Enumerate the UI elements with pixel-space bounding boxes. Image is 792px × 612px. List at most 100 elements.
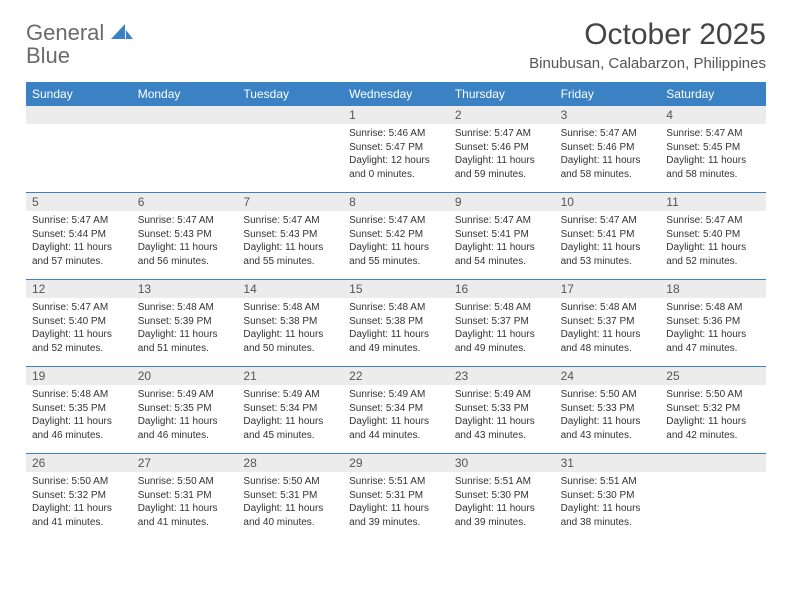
daylight-line: Daylight: 11 hours and 43 minutes.: [455, 415, 549, 442]
day-number: 30: [449, 454, 555, 472]
calendar-day: 31Sunrise: 5:51 AMSunset: 5:30 PMDayligh…: [555, 454, 661, 540]
weekday-header: Friday: [555, 82, 661, 106]
sunset-line: Sunset: 5:44 PM: [32, 228, 126, 242]
calendar-day: 30Sunrise: 5:51 AMSunset: 5:30 PMDayligh…: [449, 454, 555, 540]
day-number: 6: [132, 193, 238, 211]
sunset-line: Sunset: 5:32 PM: [32, 489, 126, 503]
sunset-line: Sunset: 5:40 PM: [666, 228, 760, 242]
calendar-day: 2Sunrise: 5:47 AMSunset: 5:46 PMDaylight…: [449, 106, 555, 192]
calendar-day: 1Sunrise: 5:46 AMSunset: 5:47 PMDaylight…: [343, 106, 449, 192]
calendar-body: 1Sunrise: 5:46 AMSunset: 5:47 PMDaylight…: [26, 106, 766, 540]
daylight-line: Daylight: 11 hours and 50 minutes.: [243, 328, 337, 355]
day-number: 9: [449, 193, 555, 211]
day-number: 28: [237, 454, 343, 472]
calendar-week: 12Sunrise: 5:47 AMSunset: 5:40 PMDayligh…: [26, 280, 766, 367]
calendar-day: 25Sunrise: 5:50 AMSunset: 5:32 PMDayligh…: [660, 367, 766, 453]
day-details: Sunrise: 5:47 AMSunset: 5:46 PMDaylight:…: [449, 124, 555, 185]
day-details: Sunrise: 5:47 AMSunset: 5:41 PMDaylight:…: [555, 211, 661, 272]
daylight-line: Daylight: 11 hours and 42 minutes.: [666, 415, 760, 442]
day-details: Sunrise: 5:50 AMSunset: 5:31 PMDaylight:…: [132, 472, 238, 533]
day-number: 19: [26, 367, 132, 385]
day-number: 1: [343, 106, 449, 124]
day-number: 5: [26, 193, 132, 211]
day-number: 21: [237, 367, 343, 385]
calendar-day: 8Sunrise: 5:47 AMSunset: 5:42 PMDaylight…: [343, 193, 449, 279]
day-details: Sunrise: 5:49 AMSunset: 5:35 PMDaylight:…: [132, 385, 238, 446]
logo-text-1: General: [26, 20, 104, 45]
sunset-line: Sunset: 5:35 PM: [138, 402, 232, 416]
day-number: [26, 106, 132, 124]
calendar-day: 26Sunrise: 5:50 AMSunset: 5:32 PMDayligh…: [26, 454, 132, 540]
sunset-line: Sunset: 5:42 PM: [349, 228, 443, 242]
daylight-line: Daylight: 11 hours and 43 minutes.: [561, 415, 655, 442]
daylight-line: Daylight: 11 hours and 48 minutes.: [561, 328, 655, 355]
day-number: 3: [555, 106, 661, 124]
header: General Blue October 2025 Binubusan, Cal…: [26, 18, 766, 72]
sunrise-line: Sunrise: 5:48 AM: [138, 301, 232, 315]
day-details: Sunrise: 5:50 AMSunset: 5:32 PMDaylight:…: [26, 472, 132, 533]
sunrise-line: Sunrise: 5:47 AM: [666, 214, 760, 228]
day-number: 24: [555, 367, 661, 385]
sunrise-line: Sunrise: 5:48 AM: [666, 301, 760, 315]
day-details: Sunrise: 5:47 AMSunset: 5:40 PMDaylight:…: [660, 211, 766, 272]
daylight-line: Daylight: 11 hours and 52 minutes.: [666, 241, 760, 268]
calendar-week: 19Sunrise: 5:48 AMSunset: 5:35 PMDayligh…: [26, 367, 766, 454]
calendar-day: [132, 106, 238, 192]
calendar: SundayMondayTuesdayWednesdayThursdayFrid…: [26, 82, 766, 540]
daylight-line: Daylight: 11 hours and 44 minutes.: [349, 415, 443, 442]
title-block: October 2025 Binubusan, Calabarzon, Phil…: [529, 18, 766, 72]
daylight-line: Daylight: 11 hours and 49 minutes.: [455, 328, 549, 355]
daylight-line: Daylight: 11 hours and 46 minutes.: [138, 415, 232, 442]
day-number: 7: [237, 193, 343, 211]
day-number: 22: [343, 367, 449, 385]
sunset-line: Sunset: 5:30 PM: [455, 489, 549, 503]
sunset-line: Sunset: 5:41 PM: [455, 228, 549, 242]
sunset-line: Sunset: 5:41 PM: [561, 228, 655, 242]
day-number: 27: [132, 454, 238, 472]
calendar-day: 13Sunrise: 5:48 AMSunset: 5:39 PMDayligh…: [132, 280, 238, 366]
daylight-line: Daylight: 11 hours and 47 minutes.: [666, 328, 760, 355]
sunset-line: Sunset: 5:46 PM: [455, 141, 549, 155]
sunrise-line: Sunrise: 5:49 AM: [138, 388, 232, 402]
sunrise-line: Sunrise: 5:47 AM: [32, 301, 126, 315]
day-number: 14: [237, 280, 343, 298]
day-details: Sunrise: 5:51 AMSunset: 5:30 PMDaylight:…: [555, 472, 661, 533]
sunset-line: Sunset: 5:37 PM: [561, 315, 655, 329]
day-details: Sunrise: 5:47 AMSunset: 5:43 PMDaylight:…: [237, 211, 343, 272]
calendar-day: 28Sunrise: 5:50 AMSunset: 5:31 PMDayligh…: [237, 454, 343, 540]
daylight-line: Daylight: 11 hours and 56 minutes.: [138, 241, 232, 268]
sunset-line: Sunset: 5:33 PM: [455, 402, 549, 416]
day-number: 15: [343, 280, 449, 298]
day-details: Sunrise: 5:49 AMSunset: 5:34 PMDaylight:…: [343, 385, 449, 446]
calendar-day: 15Sunrise: 5:48 AMSunset: 5:38 PMDayligh…: [343, 280, 449, 366]
sunset-line: Sunset: 5:34 PM: [243, 402, 337, 416]
sunrise-line: Sunrise: 5:47 AM: [138, 214, 232, 228]
weekday-header: Tuesday: [237, 82, 343, 106]
sunrise-line: Sunrise: 5:49 AM: [243, 388, 337, 402]
calendar-day: 22Sunrise: 5:49 AMSunset: 5:34 PMDayligh…: [343, 367, 449, 453]
day-details: Sunrise: 5:48 AMSunset: 5:36 PMDaylight:…: [660, 298, 766, 359]
weekday-header: Monday: [132, 82, 238, 106]
page-subtitle: Binubusan, Calabarzon, Philippines: [529, 55, 766, 72]
sunset-line: Sunset: 5:47 PM: [349, 141, 443, 155]
sunset-line: Sunset: 5:43 PM: [243, 228, 337, 242]
sunset-line: Sunset: 5:46 PM: [561, 141, 655, 155]
sunset-line: Sunset: 5:43 PM: [138, 228, 232, 242]
calendar-day: 23Sunrise: 5:49 AMSunset: 5:33 PMDayligh…: [449, 367, 555, 453]
day-details: Sunrise: 5:48 AMSunset: 5:35 PMDaylight:…: [26, 385, 132, 446]
sunrise-line: Sunrise: 5:47 AM: [455, 214, 549, 228]
sunset-line: Sunset: 5:38 PM: [243, 315, 337, 329]
logo-text-2: Blue: [26, 43, 70, 68]
day-number: 11: [660, 193, 766, 211]
day-number: 20: [132, 367, 238, 385]
daylight-line: Daylight: 11 hours and 52 minutes.: [32, 328, 126, 355]
sunrise-line: Sunrise: 5:48 AM: [349, 301, 443, 315]
day-number: 12: [26, 280, 132, 298]
day-number: 23: [449, 367, 555, 385]
day-number: 4: [660, 106, 766, 124]
sunrise-line: Sunrise: 5:50 AM: [561, 388, 655, 402]
day-details: Sunrise: 5:50 AMSunset: 5:31 PMDaylight:…: [237, 472, 343, 533]
day-details: Sunrise: 5:47 AMSunset: 5:40 PMDaylight:…: [26, 298, 132, 359]
sunrise-line: Sunrise: 5:47 AM: [561, 127, 655, 141]
daylight-line: Daylight: 11 hours and 45 minutes.: [243, 415, 337, 442]
